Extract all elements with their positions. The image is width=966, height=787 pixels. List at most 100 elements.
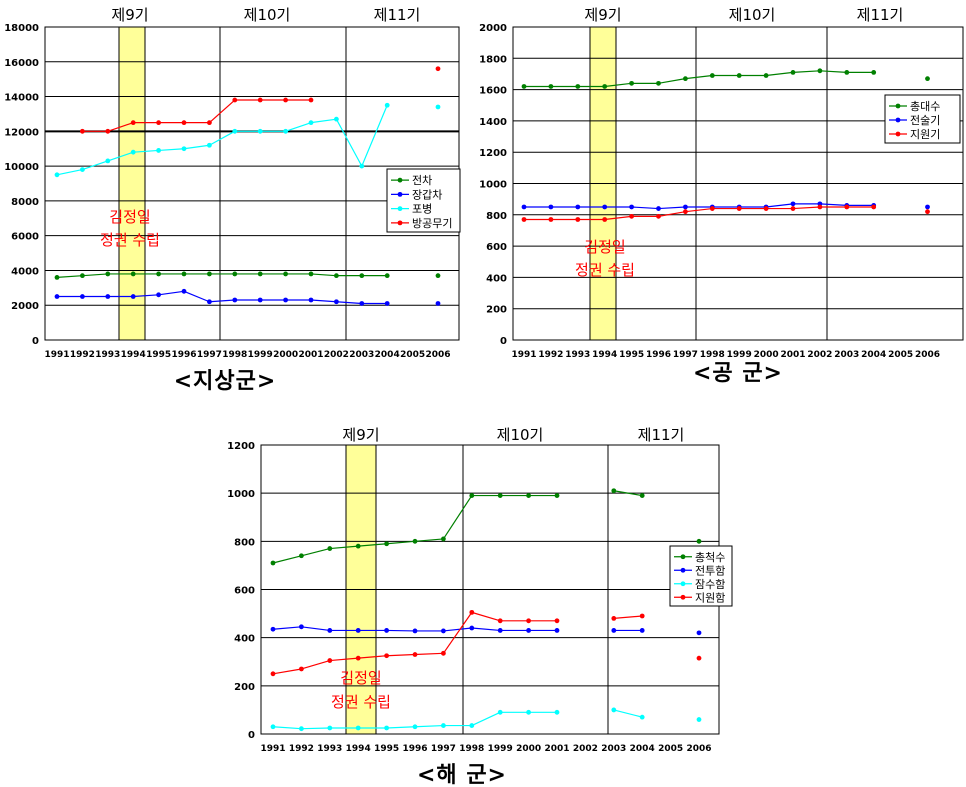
legend-label: 총대수 bbox=[910, 100, 940, 113]
data-point bbox=[575, 217, 581, 222]
data-point bbox=[639, 613, 645, 619]
legend-label: 잠수함 bbox=[695, 578, 725, 591]
data-point bbox=[696, 630, 702, 636]
x-tick-label: 1996 bbox=[402, 744, 427, 754]
data-point bbox=[629, 204, 634, 210]
series-line-segment bbox=[658, 78, 686, 84]
series-line-segment bbox=[443, 627, 472, 632]
series-line-segment bbox=[766, 203, 794, 208]
data-point bbox=[181, 146, 187, 152]
series-line-segment bbox=[209, 130, 236, 146]
data-point bbox=[270, 626, 276, 632]
series-line-segment bbox=[613, 490, 643, 497]
legend-label: 전술기 bbox=[910, 114, 940, 127]
y-tick-label: 400 bbox=[486, 273, 507, 284]
annotation-label: 정권 수립 bbox=[575, 261, 635, 279]
series-line-segment bbox=[301, 659, 330, 670]
x-tick-label: 1997 bbox=[673, 350, 698, 360]
annotation-label: 김정일 bbox=[109, 208, 150, 226]
data-point bbox=[548, 217, 554, 222]
legend-label: 지원함 bbox=[695, 591, 725, 604]
legend-swatch-marker bbox=[895, 117, 901, 123]
x-tick-label: 2005 bbox=[400, 350, 425, 360]
data-point bbox=[709, 206, 715, 211]
x-tick-label: 2000 bbox=[516, 744, 541, 754]
series-총척수 bbox=[270, 488, 702, 566]
data-point bbox=[308, 271, 314, 277]
data-point bbox=[611, 616, 617, 621]
data-point bbox=[683, 209, 688, 215]
y-tick-label: 200 bbox=[234, 682, 255, 693]
data-point bbox=[497, 709, 503, 715]
data-point bbox=[257, 297, 263, 303]
data-point bbox=[299, 553, 304, 559]
x-tick-label: 2004 bbox=[375, 350, 400, 360]
data-point bbox=[683, 76, 688, 82]
x-tick-label: 2003 bbox=[834, 350, 859, 360]
data-point bbox=[736, 73, 742, 78]
data-point bbox=[207, 271, 212, 277]
series-line-segment bbox=[471, 627, 501, 632]
data-point bbox=[232, 297, 238, 303]
data-point bbox=[384, 725, 389, 731]
data-point bbox=[299, 666, 304, 672]
data-point bbox=[327, 628, 333, 633]
series-line-segment bbox=[272, 626, 302, 630]
series-총대수 bbox=[521, 68, 930, 89]
data-point bbox=[181, 271, 187, 277]
series-line-segment bbox=[386, 540, 416, 545]
data-point bbox=[844, 69, 850, 75]
data-point bbox=[105, 271, 111, 277]
data-point bbox=[232, 128, 238, 134]
data-point bbox=[435, 104, 441, 110]
data-point bbox=[441, 628, 446, 634]
x-tick-label: 1993 bbox=[317, 744, 342, 754]
series-line-segment bbox=[361, 105, 388, 167]
series-line-segment bbox=[819, 70, 847, 73]
series-잠수함 bbox=[270, 707, 702, 732]
x-tick-label: 1996 bbox=[171, 350, 196, 360]
data-point bbox=[817, 204, 823, 210]
data-point bbox=[412, 538, 418, 544]
x-tick-label: 1996 bbox=[646, 350, 671, 360]
y-tick-label: 200 bbox=[486, 305, 507, 316]
data-point bbox=[548, 84, 554, 89]
x-tick-label: 2000 bbox=[754, 350, 779, 360]
data-point bbox=[80, 294, 85, 299]
data-point bbox=[207, 120, 212, 126]
y-tick-label: 0 bbox=[500, 336, 507, 347]
data-point bbox=[696, 655, 702, 661]
series-line-segment bbox=[766, 71, 794, 77]
series-line-segment bbox=[301, 727, 330, 730]
data-point bbox=[441, 723, 446, 728]
data-point bbox=[412, 628, 418, 634]
y-tick-label: 0 bbox=[32, 336, 39, 347]
data-point bbox=[611, 707, 617, 713]
series-line-segment bbox=[301, 547, 330, 557]
data-point bbox=[355, 725, 361, 731]
x-tick-label: 1991 bbox=[260, 744, 285, 754]
data-point bbox=[130, 120, 136, 126]
series-line-segment bbox=[158, 148, 185, 152]
series-line-segment bbox=[414, 538, 444, 542]
x-tick-label: 1998 bbox=[459, 744, 484, 754]
data-point bbox=[575, 204, 581, 210]
y-tick-label: 1600 bbox=[479, 86, 507, 97]
data-point bbox=[156, 148, 162, 153]
data-point bbox=[384, 628, 389, 633]
data-point bbox=[925, 204, 930, 210]
series-line-segment bbox=[133, 294, 159, 298]
data-point bbox=[554, 709, 560, 715]
series-line-segment bbox=[107, 122, 134, 132]
x-tick-label: 2005 bbox=[658, 744, 683, 754]
annotation-label: 김정일 bbox=[584, 238, 625, 256]
data-point bbox=[384, 102, 390, 108]
chart-title: <지상군> bbox=[174, 369, 277, 394]
period-label: 제11기 bbox=[638, 426, 685, 444]
y-tick-label: 1200 bbox=[479, 148, 507, 159]
period-label: 제9기 bbox=[584, 6, 621, 24]
annotation-label: 정권 수립 bbox=[100, 231, 160, 249]
data-point bbox=[656, 206, 661, 211]
x-tick-label: 2003 bbox=[349, 350, 374, 360]
